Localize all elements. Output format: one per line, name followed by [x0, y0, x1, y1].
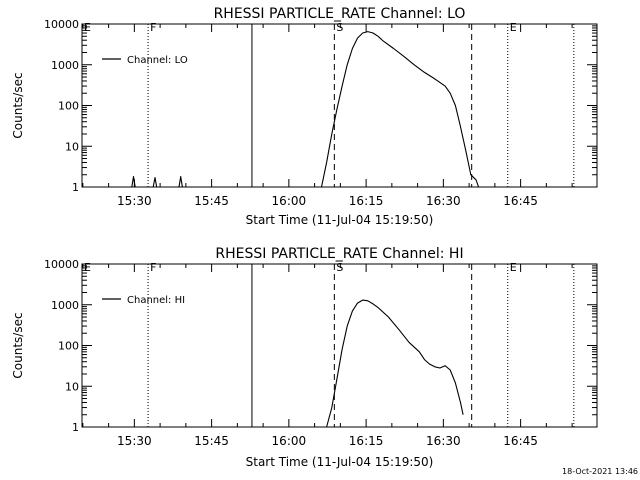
x-tick-label: 16:45 — [503, 434, 538, 448]
legend-label: Channel: HI — [127, 295, 185, 306]
series-line — [326, 299, 464, 428]
y-tick-label: 100 — [58, 100, 79, 113]
x-tick-label: 15:30 — [117, 194, 152, 208]
panel-lo: RHESSI PARTICLE_RATE Channel: LO Counts/s… — [11, 6, 598, 227]
y-tick-label: 1000 — [51, 299, 79, 312]
marker-label: F — [150, 21, 156, 34]
y-tick-label: 10 — [65, 380, 79, 393]
x-axis-label: Start Time (11-Jul-04 15:19:50) — [246, 213, 434, 227]
chart-title: RHESSI PARTICLE_RATE Channel: LO — [214, 6, 466, 22]
marker-label: S — [336, 21, 343, 34]
y-tick-label: 10000 — [44, 18, 79, 31]
plot-frame — [81, 263, 598, 428]
x-tick-label: 16:00 — [272, 434, 307, 448]
series-line — [131, 31, 480, 188]
y-axis-label: Counts/sec — [11, 312, 25, 378]
y-tick-label: 1 — [72, 421, 79, 434]
marker-label: E — [84, 261, 91, 274]
footer-timestamp: 18-Oct-2021 13:46 — [562, 467, 638, 476]
marker-label: E — [84, 21, 91, 34]
y-tick-label: 1 — [72, 181, 79, 194]
x-tick-label: 16:00 — [272, 194, 307, 208]
x-tick-label: 15:45 — [194, 434, 229, 448]
marker-label: E — [510, 261, 517, 274]
marker-label: S — [336, 261, 343, 274]
y-tick-label: 1000 — [51, 59, 79, 72]
x-axis-label: Start Time (11-Jul-04 15:19:50) — [246, 455, 434, 469]
x-tick-label: 15:45 — [194, 194, 229, 208]
y-axis-label: Counts/sec — [11, 72, 25, 138]
x-tick-label: 16:15 — [349, 194, 384, 208]
x-tick-label: 16:30 — [426, 194, 461, 208]
y-tick-label: 100 — [58, 340, 79, 353]
y-tick-label: 10 — [65, 140, 79, 153]
x-tick-label: 16:30 — [426, 434, 461, 448]
panel-hi: RHESSI PARTICLE_RATE Channel: HI Counts/s… — [11, 246, 598, 469]
plot-frame — [81, 23, 598, 188]
x-tick-label: 15:30 — [117, 434, 152, 448]
legend-label: Channel: LO — [127, 55, 188, 66]
marker-label: F — [150, 261, 156, 274]
x-tick-label: 16:15 — [349, 434, 384, 448]
x-tick-label: 16:45 — [503, 194, 538, 208]
y-tick-label: 10000 — [44, 258, 79, 271]
chart-title: RHESSI PARTICLE_RATE Channel: HI — [215, 246, 463, 262]
marker-label: E — [510, 21, 517, 34]
